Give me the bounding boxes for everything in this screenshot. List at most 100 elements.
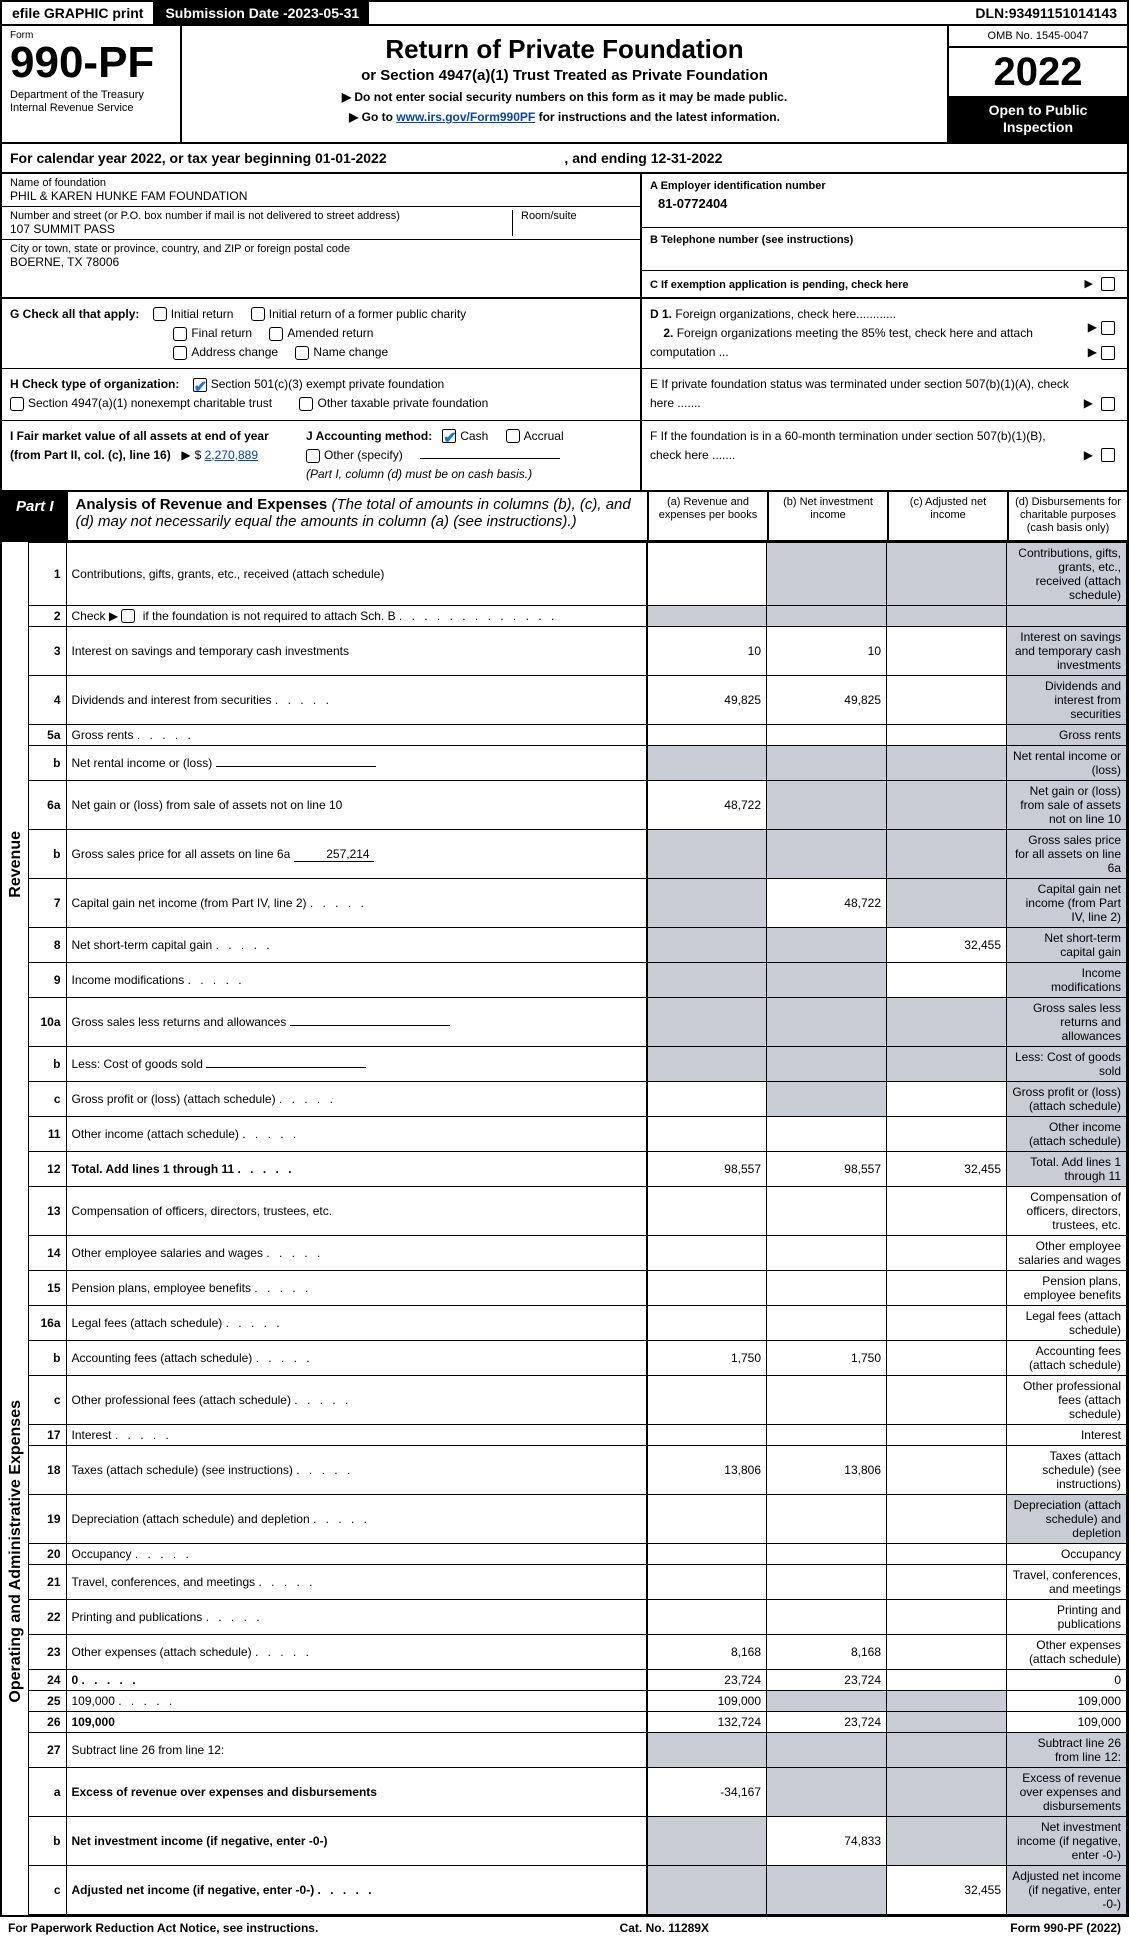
efile-print-button[interactable]: efile GRAPHIC print bbox=[2, 2, 155, 24]
g-address-change[interactable]: Address change bbox=[173, 345, 278, 359]
line-description: Interest . . . . . bbox=[66, 1425, 647, 1446]
col-b-value bbox=[767, 1047, 887, 1082]
line-number: b bbox=[28, 1817, 66, 1866]
col-d-value: Other income (attach schedule) bbox=[1007, 1117, 1127, 1152]
table-row: bNet investment income (if negative, ent… bbox=[2, 1817, 1127, 1866]
c-checkbox[interactable] bbox=[1101, 277, 1115, 291]
line-description: Net investment income (if negative, ente… bbox=[66, 1817, 647, 1866]
submission-date: Submission Date - 2023-05-31 bbox=[155, 2, 369, 24]
h-501c3[interactable]: Section 501(c)(3) exempt private foundat… bbox=[193, 377, 444, 391]
table-row: 5aGross rents . . . . .Gross rents bbox=[2, 725, 1127, 746]
table-row: 10a Gross sales less returns and allowanc… bbox=[2, 998, 1127, 1047]
col-a-value bbox=[647, 1600, 767, 1635]
g-name-change[interactable]: Name change bbox=[295, 345, 388, 359]
col-c-value bbox=[887, 1446, 1007, 1495]
j-accrual[interactable]: Accrual bbox=[506, 429, 564, 443]
table-row: 14Other employee salaries and wages . . … bbox=[2, 1236, 1127, 1271]
f-text: F If the foundation is in a 60-month ter… bbox=[650, 427, 1080, 465]
col-d-value: Depreciation (attach schedule) and deple… bbox=[1007, 1495, 1127, 1544]
col-d-value: Occupancy bbox=[1007, 1544, 1127, 1565]
footer-catalog: Cat. No. 11289X bbox=[620, 1921, 709, 1935]
col-b-value bbox=[767, 746, 887, 781]
line-description: Pension plans, employee benefits . . . .… bbox=[66, 1271, 647, 1306]
col-c-value bbox=[887, 1635, 1007, 1670]
col-b-value: 23,724 bbox=[767, 1670, 887, 1691]
room-label: Room/suite bbox=[521, 210, 632, 222]
j-cash[interactable]: Cash bbox=[442, 429, 488, 443]
form-number: 990-PF bbox=[10, 41, 172, 85]
col-d-value: Income modifications bbox=[1007, 963, 1127, 998]
col-a-value bbox=[647, 1425, 767, 1446]
arrow-icon: ▶ bbox=[181, 446, 190, 465]
line-description: Accounting fees (attach schedule) . . . … bbox=[66, 1341, 647, 1376]
i-value: 2,270,889 bbox=[205, 448, 258, 462]
col-c-value bbox=[887, 1544, 1007, 1565]
col-b-value bbox=[767, 1600, 887, 1635]
line-description: Other expenses (attach schedule) . . . .… bbox=[66, 1635, 647, 1670]
col-b-value bbox=[767, 830, 887, 879]
col-a-value: 48,722 bbox=[647, 781, 767, 830]
col-b-value bbox=[767, 1495, 887, 1544]
line-number: 22 bbox=[28, 1600, 66, 1635]
table-row: aExcess of revenue over expenses and dis… bbox=[2, 1768, 1127, 1817]
g-initial-public[interactable]: Initial return of a former public charit… bbox=[251, 307, 466, 321]
col-c-value bbox=[887, 1600, 1007, 1635]
part-i-tag: Part I bbox=[2, 492, 68, 540]
d2-checkbox[interactable] bbox=[1101, 346, 1115, 360]
col-a-value: 23,724 bbox=[647, 1670, 767, 1691]
inline-input[interactable] bbox=[216, 766, 376, 767]
col-d-value: 109,000 bbox=[1007, 1712, 1127, 1733]
j-other[interactable]: Other (specify) bbox=[306, 448, 403, 462]
col-b-value: 23,724 bbox=[767, 1712, 887, 1733]
inline-input[interactable] bbox=[206, 1067, 366, 1068]
part-i-table: Revenue1Contributions, gifts, grants, et… bbox=[2, 542, 1127, 1916]
col-a-value bbox=[647, 1117, 767, 1152]
col-b-value: 74,833 bbox=[767, 1817, 887, 1866]
col-d-value: Net short-term capital gain bbox=[1007, 928, 1127, 963]
g-initial-return[interactable]: Initial return bbox=[153, 307, 234, 321]
col-a-value bbox=[647, 1565, 767, 1600]
col-c-value bbox=[887, 676, 1007, 725]
col-b-value bbox=[767, 928, 887, 963]
table-row: cGross profit or (loss) (attach schedule… bbox=[2, 1082, 1127, 1117]
ein-label: A Employer identification number bbox=[650, 180, 1119, 192]
col-d-value: Capital gain net income (from Part IV, l… bbox=[1007, 879, 1127, 928]
d1-checkbox[interactable] bbox=[1101, 321, 1115, 335]
part-i: Part I Analysis of Revenue and Expenses … bbox=[0, 492, 1129, 1917]
col-a-value: 132,724 bbox=[647, 1712, 767, 1733]
arrow-icon: ▶ bbox=[1088, 318, 1097, 337]
inline-input[interactable] bbox=[290, 1025, 450, 1026]
col-c-value bbox=[887, 998, 1007, 1047]
f-checkbox[interactable] bbox=[1101, 448, 1115, 462]
h-other-taxable[interactable]: Other taxable private foundation bbox=[299, 396, 488, 410]
line-number: b bbox=[28, 1341, 66, 1376]
col-c-value bbox=[887, 1117, 1007, 1152]
e-checkbox[interactable] bbox=[1101, 397, 1115, 411]
table-row: 23Other expenses (attach schedule) . . .… bbox=[2, 1635, 1127, 1670]
table-row: 3Interest on savings and temporary cash … bbox=[2, 627, 1127, 676]
line-number: 10a bbox=[28, 998, 66, 1047]
col-d-value: Other expenses (attach schedule) bbox=[1007, 1635, 1127, 1670]
g-amended-return[interactable]: Amended return bbox=[269, 326, 373, 340]
form-title-block: Return of Private Foundation or Section … bbox=[182, 26, 947, 142]
col-b-value bbox=[767, 1565, 887, 1600]
j-note: (Part I, column (d) must be on cash basi… bbox=[306, 467, 532, 481]
col-c-value bbox=[887, 542, 1007, 605]
j-other-input[interactable] bbox=[420, 458, 560, 459]
part-i-header: Part I Analysis of Revenue and Expenses … bbox=[2, 492, 1127, 542]
topbar: efile GRAPHIC print Submission Date - 20… bbox=[0, 0, 1129, 26]
col-d-value: Gross sales less returns and allowances bbox=[1007, 998, 1127, 1047]
sch-b-checkbox[interactable] bbox=[121, 609, 135, 623]
col-c-value bbox=[887, 725, 1007, 746]
col-a-value bbox=[647, 1187, 767, 1236]
city-cell: City or town, state or province, country… bbox=[2, 240, 640, 272]
table-row: bLess: Cost of goods sold Less: Cost of … bbox=[2, 1047, 1127, 1082]
line-description: Other income (attach schedule) . . . . . bbox=[66, 1117, 647, 1152]
col-d-value: Contributions, gifts, grants, etc., rece… bbox=[1007, 542, 1127, 605]
line-number: 14 bbox=[28, 1236, 66, 1271]
form-link[interactable]: www.irs.gov/Form990PF bbox=[396, 110, 535, 124]
col-a-value bbox=[647, 879, 767, 928]
h-4947a1[interactable]: Section 4947(a)(1) nonexempt charitable … bbox=[10, 396, 272, 410]
g-final-return[interactable]: Final return bbox=[173, 326, 252, 340]
col-d-value: Gross sales price for all assets on line… bbox=[1007, 830, 1127, 879]
